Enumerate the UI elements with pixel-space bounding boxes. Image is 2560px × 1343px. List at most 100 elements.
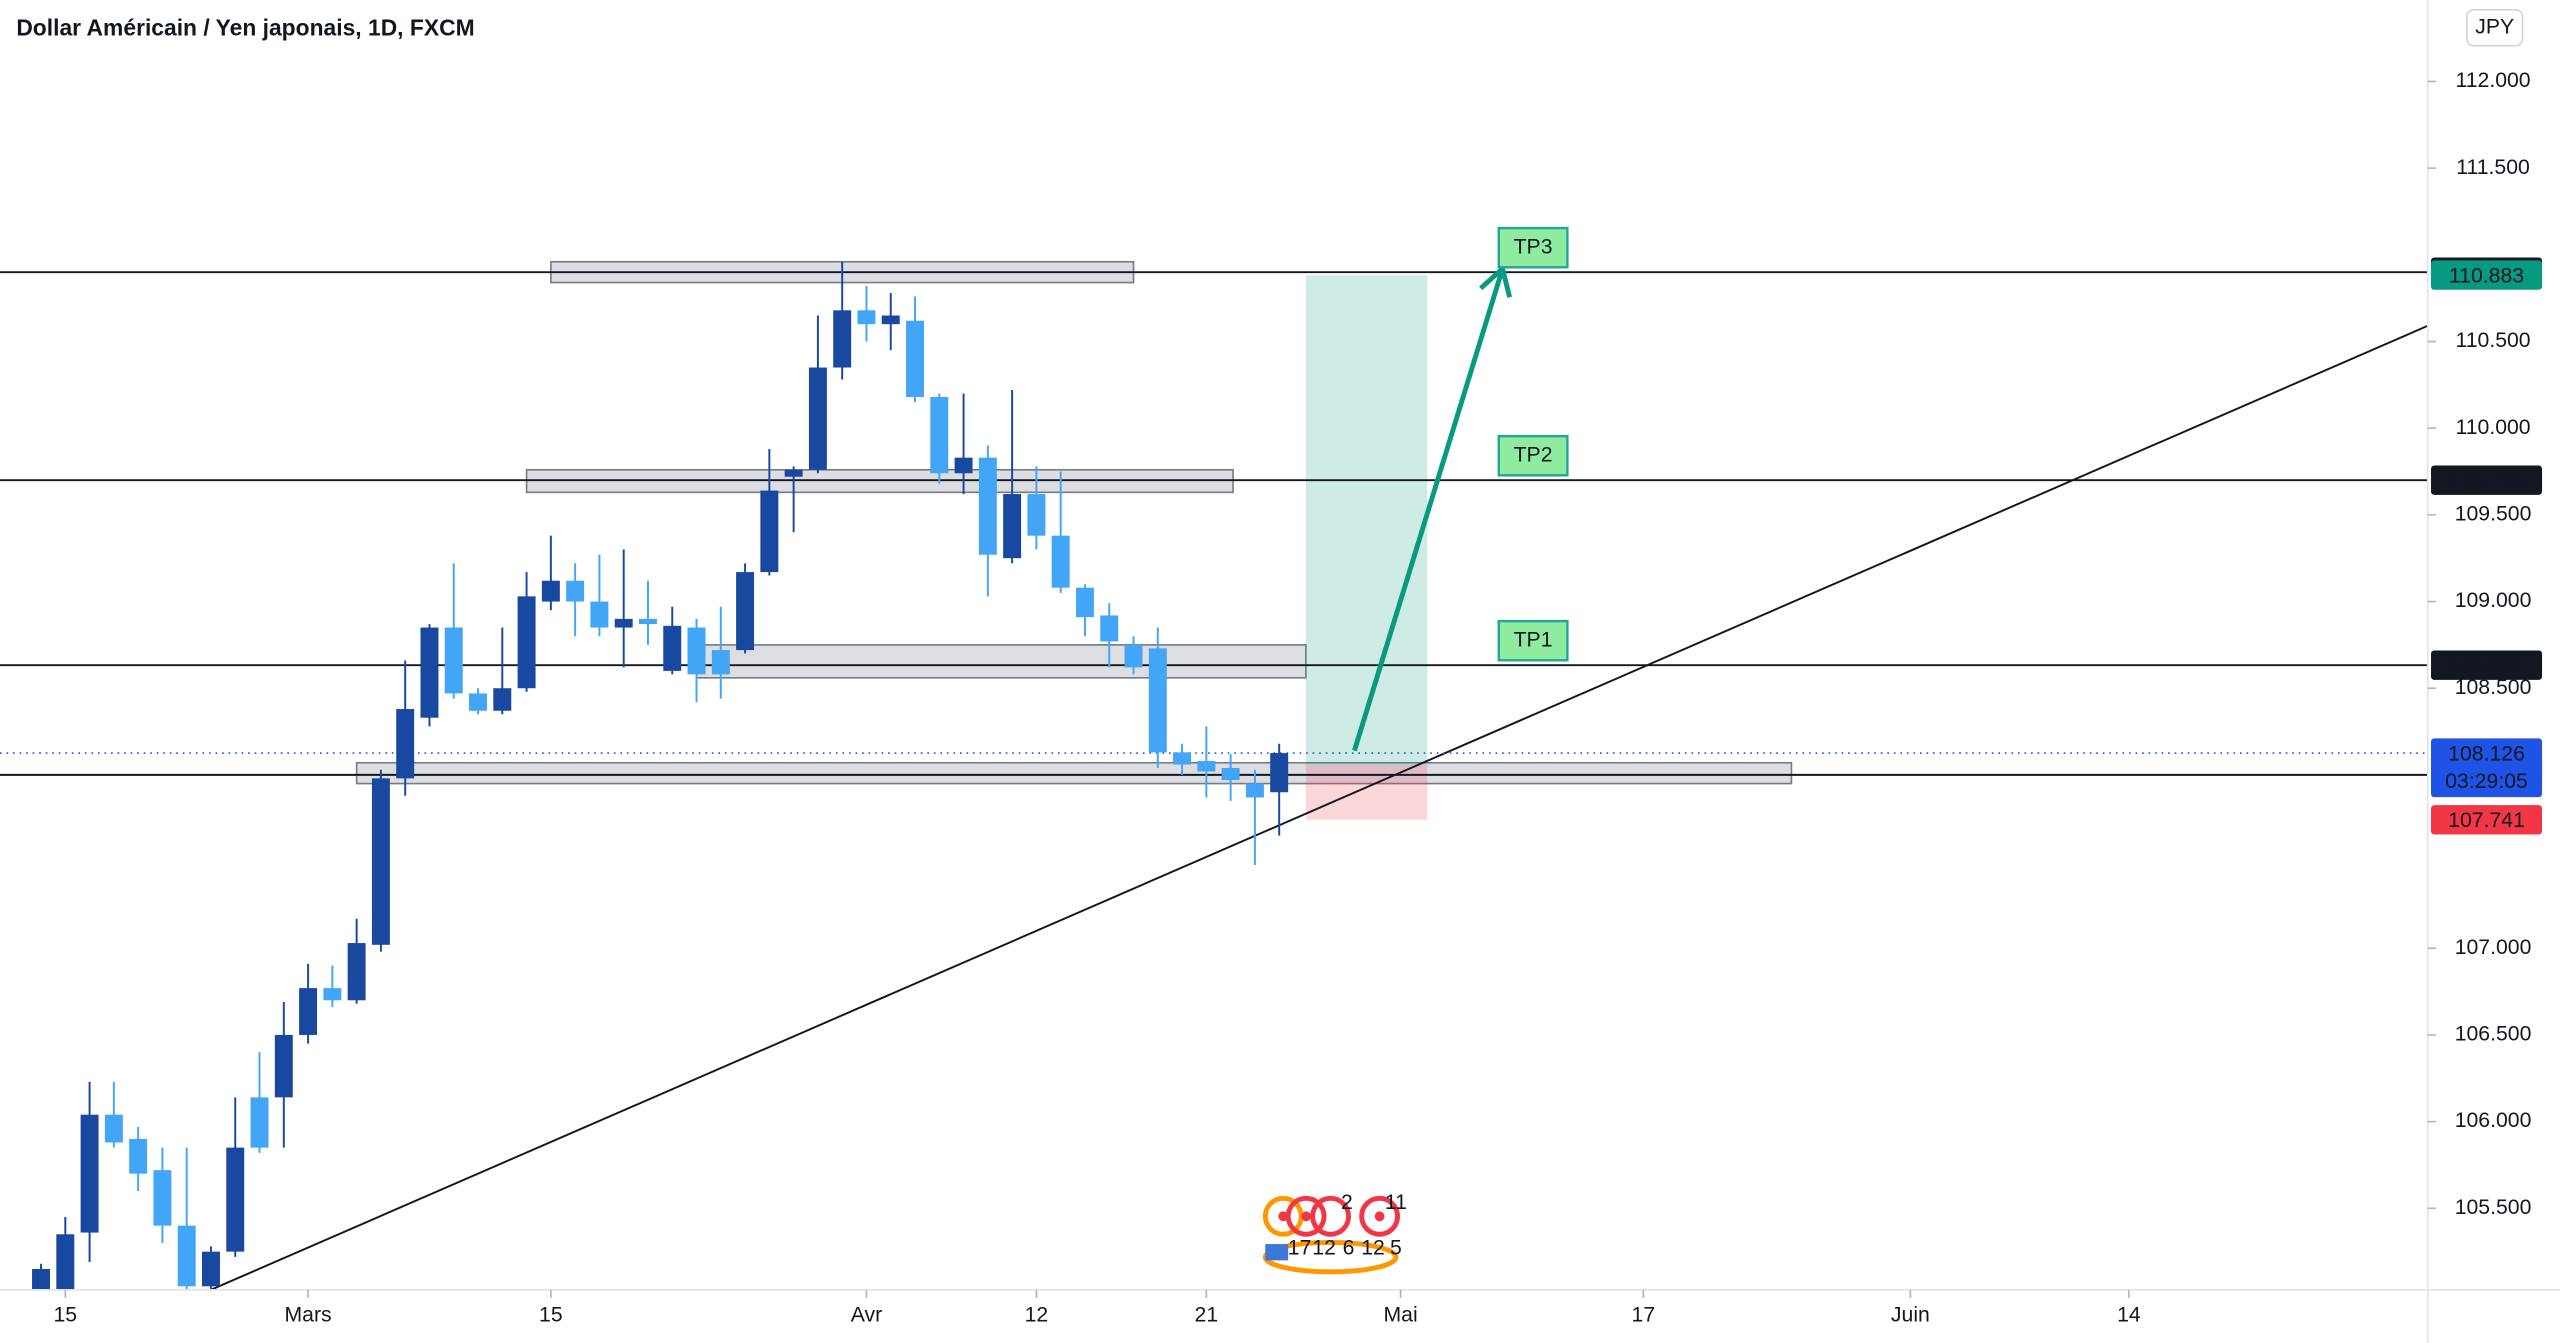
- candle-body: [687, 627, 706, 675]
- candle-body: [566, 580, 585, 602]
- chart-title: Dollar Américain / Yen japonais, 1D, FXC…: [16, 14, 474, 40]
- candle-body: [469, 693, 488, 711]
- candle-body: [129, 1138, 148, 1174]
- y-tick-label: 106.000: [2455, 1109, 2532, 1132]
- candle-body: [32, 1268, 51, 1290]
- candle-body: [978, 457, 997, 555]
- arrow-line: [1352, 267, 1505, 752]
- candle-body: [736, 572, 755, 651]
- level-tag: [2431, 465, 2543, 495]
- candle-body: [1075, 587, 1094, 618]
- candle-body: [201, 1251, 220, 1287]
- zone: [695, 644, 1307, 679]
- candle-body: [1197, 761, 1216, 772]
- candle-body: [760, 490, 779, 573]
- y-tick-label: 106.500: [2455, 1023, 2532, 1046]
- y-tick-label: 107.000: [2455, 936, 2532, 959]
- candle-body: [808, 367, 827, 470]
- event-count: 17: [1288, 1237, 1312, 1260]
- trend-line: [210, 325, 2428, 1290]
- event-count: 12: [1312, 1237, 1336, 1260]
- candle-body: [638, 618, 657, 625]
- x-tick-label: 17: [1632, 1304, 1656, 1327]
- candle-body: [396, 709, 415, 779]
- x-tick-label: 15: [54, 1304, 78, 1327]
- y-tick-label: 105.500: [2455, 1196, 2532, 1219]
- x-tick-label: 21: [1195, 1304, 1219, 1327]
- candle-body: [517, 596, 536, 689]
- candle-body: [1270, 753, 1289, 793]
- event-count: 12: [1361, 1237, 1385, 1260]
- flag-icon: [1265, 1244, 1289, 1261]
- candle-body: [833, 310, 852, 368]
- y-tick-label: 109.500: [2455, 502, 2532, 525]
- candle-body: [663, 625, 682, 671]
- candle-body: [153, 1170, 172, 1226]
- candle-body: [323, 988, 342, 1001]
- candle-body: [1003, 494, 1022, 559]
- candle-body: [1245, 783, 1264, 798]
- countdown-label: 03:29:05: [2445, 770, 2528, 793]
- event-icons: 2 11 17 12 6 12 5: [1262, 1191, 1407, 1275]
- tp-label: TP2: [1514, 443, 1553, 466]
- x-tick-label: Mars: [285, 1304, 332, 1327]
- zone: [355, 761, 1793, 785]
- candle-body: [784, 469, 803, 477]
- stop-area: [1305, 765, 1428, 820]
- level-tag: [2431, 650, 2543, 680]
- event-icon[interactable]: [1359, 1195, 1400, 1237]
- candle-body: [226, 1147, 245, 1252]
- candle-body: [56, 1234, 75, 1290]
- candle-body: [1124, 644, 1143, 668]
- candle-body: [1027, 494, 1046, 536]
- tp-label: TP3: [1514, 235, 1553, 258]
- candle-body: [711, 650, 730, 675]
- arrow-head: [1479, 264, 1512, 298]
- candle-body: [444, 627, 463, 694]
- y-tick-label: 112.000: [2455, 69, 2530, 92]
- candle-body: [906, 320, 925, 397]
- candle-body: [954, 457, 973, 474]
- candle-body: [930, 396, 949, 474]
- last-price-tag: [2431, 738, 2543, 798]
- candle-body: [420, 627, 439, 718]
- event-dot: [1278, 1211, 1289, 1222]
- candle-body: [1051, 535, 1070, 588]
- y-tick-label: 110.500: [2455, 329, 2530, 352]
- event-count: 6: [1343, 1237, 1355, 1260]
- x-tick-label: 15: [539, 1304, 563, 1327]
- candle-body: [274, 1034, 293, 1098]
- event-dot: [1301, 1211, 1312, 1222]
- x-tick-label: 12: [1025, 1304, 1049, 1327]
- candle-body: [371, 778, 390, 945]
- candle-body: [541, 580, 560, 602]
- candle-body: [493, 688, 512, 711]
- target-area: [1305, 275, 1428, 766]
- currency-button[interactable]: [2466, 8, 2524, 47]
- currency-label: JPY: [2475, 15, 2514, 38]
- y-tick-label: 108.500: [2455, 676, 2532, 699]
- candle-body: [80, 1114, 99, 1233]
- candle-body: [250, 1097, 269, 1148]
- tp-label: TP1: [1514, 628, 1553, 651]
- x-tick-label: Juin: [1891, 1304, 1930, 1327]
- candle-body: [1100, 615, 1119, 642]
- level-tag-label: 108.633: [2448, 654, 2525, 677]
- event-icon[interactable]: [1310, 1195, 1352, 1237]
- candle-body: [1148, 648, 1167, 753]
- stop-tag-label: 107.741: [2448, 809, 2525, 832]
- y-tick-label: 110.000: [2455, 416, 2530, 439]
- x-tick-label: Avr: [851, 1304, 882, 1327]
- candle-body: [299, 988, 318, 1035]
- candle-body: [347, 943, 366, 1001]
- candle-body: [1173, 752, 1192, 765]
- candle-body: [857, 310, 876, 325]
- event-dot: [1374, 1211, 1385, 1222]
- stop-tag: [2431, 805, 2543, 835]
- tp-box: [1497, 226, 1569, 269]
- tp-box: [1497, 434, 1569, 477]
- last-price-label: 108.126: [2448, 742, 2525, 765]
- y-tick-label: 111.500: [2456, 156, 2530, 179]
- x-tick-label: Mai: [1383, 1304, 1417, 1327]
